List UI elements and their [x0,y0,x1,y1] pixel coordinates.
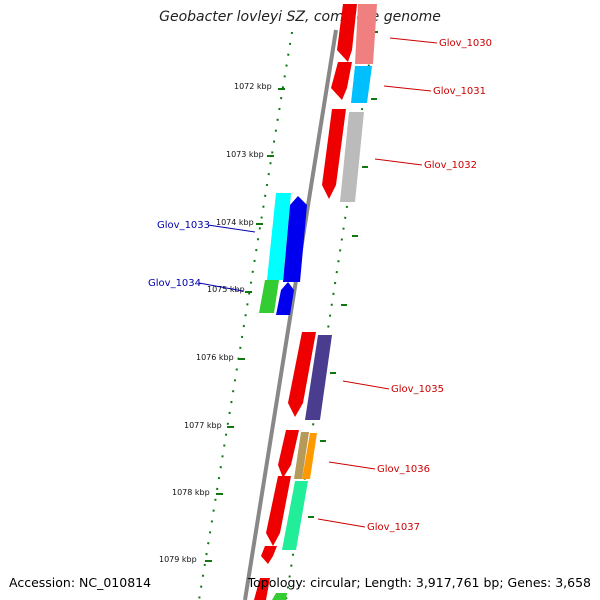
cds-feature-green[interactable] [259,280,279,313]
outer-dotted-track [285,31,375,600]
gene-label[interactable]: Glov_1037 [367,522,420,533]
cds-feature-red[interactable] [266,476,291,546]
gene-label[interactable]: Glov_1036 [377,464,430,475]
gene-label[interactable]: Glov_1031 [433,86,486,97]
tick-label: 1078 kbp [172,488,210,497]
cds-feature-blue[interactable] [283,196,307,282]
genome-backbone [243,29,338,600]
cds-feature-red[interactable] [331,62,352,100]
cds-feature-mint[interactable] [282,481,308,550]
tick-label: 1079 kbp [159,555,197,564]
inner-dotted-track [198,31,293,600]
cds-feature-red[interactable] [254,578,270,600]
tick-label: 1073 kbp [226,150,264,159]
cds-feature-purple[interactable] [305,335,332,420]
cds-feature-red[interactable] [337,4,357,62]
gene-label[interactable]: Glov_1032 [424,160,477,171]
cds-feature-red[interactable] [288,332,316,417]
cds-feature-pink[interactable] [355,4,377,64]
cds-feature-cyan[interactable] [351,66,372,103]
cds-feature-red[interactable] [278,430,299,478]
tick-label: 1072 kbp [234,82,272,91]
tick-label: 1075 kbp [207,285,245,294]
cds-feature-tan[interactable] [294,432,309,479]
cds-feature-red[interactable] [261,546,277,564]
accession-text: Accession: NC_010814 [9,575,152,590]
gene-label[interactable]: Glov_1035 [391,384,444,395]
gene-label[interactable]: Glov_1030 [439,38,492,49]
cds-feature-red[interactable] [322,109,346,199]
cds-feature-aqua[interactable] [267,193,291,280]
cds-feature-green[interactable] [272,593,287,600]
tick-marks [205,31,378,562]
tick-label: 1077 kbp [184,421,222,430]
gene-label[interactable]: Glov_1034 [148,278,201,289]
tick-label: 1074 kbp [216,218,254,227]
label-leaders [198,37,438,528]
cds-feature-blue[interactable] [276,282,294,315]
cds-feature-orange[interactable] [302,433,317,479]
gene-label[interactable]: Glov_1033 [157,220,210,231]
tick-label: 1076 kbp [196,353,234,362]
genome-summary-text: Topology: circular; Length: 3,917,761 bp… [247,575,591,590]
cds-feature-gray[interactable] [340,112,364,202]
